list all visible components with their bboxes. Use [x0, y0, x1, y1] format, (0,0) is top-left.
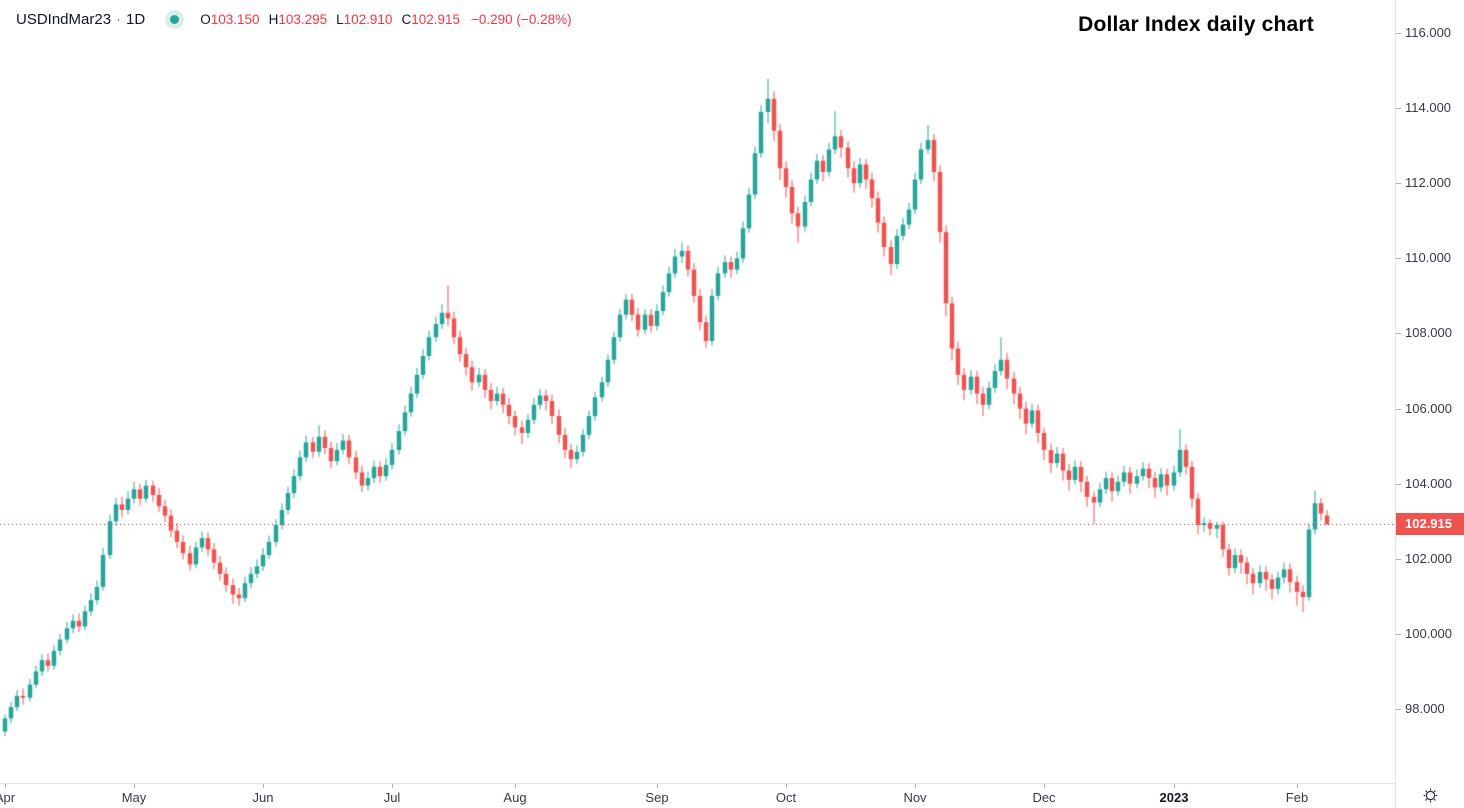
gear-icon[interactable] — [1422, 787, 1439, 804]
price-tick-mark — [1396, 484, 1401, 485]
chart-window: USDIndMar23 · 1D O103.150 H103.295 L102.… — [0, 0, 1464, 808]
chart-title: Dollar Index daily chart — [1078, 13, 1314, 37]
price-tick-mark — [1396, 183, 1401, 184]
time-tick-mark — [5, 784, 6, 788]
price-tick-mark — [1396, 559, 1401, 560]
time-tick-mark — [657, 784, 658, 788]
interval-label[interactable]: 1D — [126, 11, 145, 28]
market-status-icon[interactable] — [165, 10, 184, 29]
time-tick-mark — [263, 784, 264, 788]
low-value: 102.910 — [344, 12, 393, 27]
time-tick-mark — [392, 784, 393, 788]
time-tick-mark — [786, 784, 787, 788]
time-tick-mark — [515, 784, 516, 788]
time-tick-label: May — [122, 790, 147, 805]
time-tick-label: 2023 — [1160, 790, 1189, 805]
legend: USDIndMar23 · 1D O103.150 H103.295 L102.… — [16, 10, 572, 29]
time-tick-label: Apr — [0, 790, 15, 805]
price-tick-mark — [1396, 258, 1401, 259]
price-tick-mark — [1396, 333, 1401, 334]
close-value: 102.915 — [411, 12, 460, 27]
chart-pane[interactable]: USDIndMar23 · 1D O103.150 H103.295 L102.… — [0, 0, 1395, 783]
time-tick-label: Oct — [776, 790, 796, 805]
time-tick-label: Jul — [384, 790, 401, 805]
low-label: L — [336, 12, 344, 27]
price-tick-label: 116.000 — [1405, 26, 1451, 40]
price-tick-mark — [1396, 108, 1401, 109]
time-tick-mark — [1174, 784, 1175, 788]
price-tick-label: 98.000 — [1405, 702, 1445, 716]
price-tick-mark — [1396, 409, 1401, 410]
price-tick-label: 104.000 — [1405, 477, 1452, 491]
open-value: 103.150 — [211, 12, 260, 27]
time-tick-label: Nov — [903, 790, 926, 805]
candlestick-chart[interactable] — [0, 0, 1395, 783]
ohlc-readout: O103.150 H103.295 L102.910 C102.915 −0.2… — [200, 12, 571, 27]
time-tick-label: Aug — [503, 790, 526, 805]
time-tick-mark — [1297, 784, 1298, 788]
price-tick-label: 102.000 — [1405, 552, 1452, 566]
high-label: H — [269, 12, 279, 27]
close-label: C — [401, 12, 411, 27]
price-tick-label: 112.000 — [1405, 176, 1451, 190]
change-value: −0.290 (−0.28%) — [471, 12, 572, 27]
open-label: O — [200, 12, 211, 27]
price-tick-label: 108.000 — [1405, 326, 1452, 340]
axis-settings-corner[interactable] — [1395, 783, 1464, 808]
time-tick-label: Sep — [645, 790, 668, 805]
legend-separator: · — [116, 11, 121, 28]
time-tick-label: Dec — [1032, 790, 1055, 805]
time-tick-label: Jun — [253, 790, 274, 805]
last-price-tag: 102.915 — [1396, 513, 1464, 535]
last-price-line — [0, 524, 1395, 525]
symbol-name[interactable]: USDIndMar23 — [16, 11, 111, 28]
price-tick-mark — [1396, 33, 1401, 34]
time-tick-mark — [134, 784, 135, 788]
price-tick-label: 110.000 — [1405, 251, 1451, 265]
last-price-value: 102.915 — [1405, 516, 1452, 531]
high-value: 103.295 — [278, 12, 327, 27]
time-tick-mark — [1044, 784, 1045, 788]
time-axis[interactable]: Apr May Jun Jul Aug Sep Oct Nov Dec 2023 Feb — [0, 783, 1464, 808]
time-tick-label: Feb — [1286, 790, 1308, 805]
price-axis[interactable]: 102.915 116.000 114.000 112.000 110.000 108.… — [1395, 0, 1464, 783]
price-tick-label: 100.000 — [1405, 627, 1452, 641]
price-tick-mark — [1396, 634, 1401, 635]
price-tick-label: 106.000 — [1405, 402, 1452, 416]
time-tick-mark — [915, 784, 916, 788]
price-tick-label: 114.000 — [1405, 101, 1451, 115]
price-tick-mark — [1396, 709, 1401, 710]
